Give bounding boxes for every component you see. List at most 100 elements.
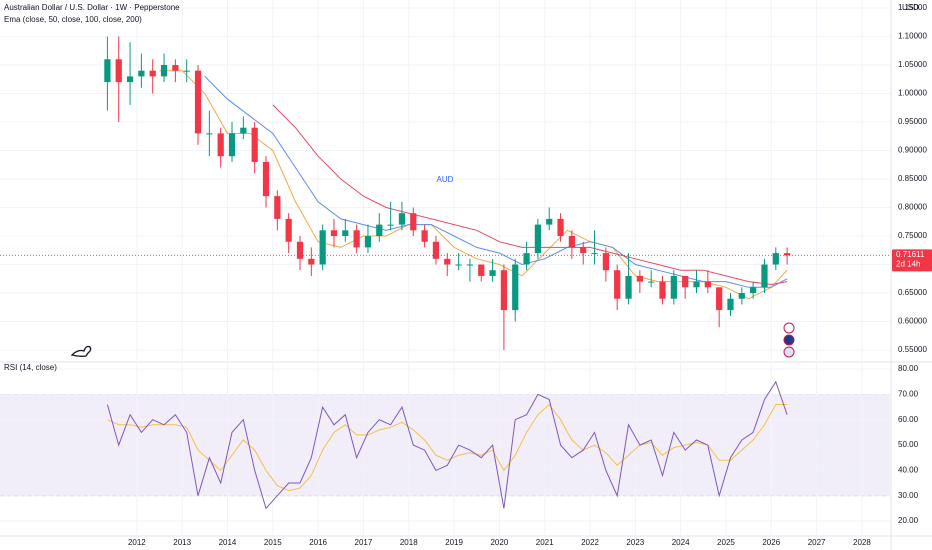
price-tag-value: 0.71611 [896, 250, 925, 259]
candle-body [251, 127, 258, 162]
candle-body [387, 224, 394, 226]
candle-body [557, 218, 564, 237]
candle-body [319, 230, 326, 265]
y-tick-label: 0.75000 [898, 231, 927, 240]
candle-body [693, 281, 700, 288]
candle-body [364, 236, 372, 248]
x-tick-label: 2027 [808, 538, 826, 547]
x-tick-label: 2017 [355, 538, 373, 547]
marks [0, 36, 890, 510]
candle-body [115, 59, 122, 83]
y-tick-label: 0.90000 [898, 146, 927, 155]
x-tick-label: 2020 [490, 538, 508, 547]
candle-body [376, 224, 383, 237]
x-tick-label: 2019 [445, 538, 463, 547]
event-icon[interactable] [783, 334, 795, 346]
candle-body [160, 64, 168, 77]
candle-body [489, 270, 496, 276]
ema-line [204, 76, 788, 288]
candle-body [410, 213, 417, 231]
candle-body [274, 196, 281, 219]
candle-body [353, 230, 360, 248]
candle-body [523, 253, 530, 265]
candle-body [455, 264, 462, 266]
y-tick-label: 0.95000 [898, 117, 927, 126]
y-tick-label: 1.15000 [898, 3, 927, 12]
candle-body [670, 275, 677, 299]
candle-body [682, 275, 689, 288]
y-tick-label: 70.00 [898, 390, 919, 399]
y-tick-label: 0.55000 [898, 345, 927, 354]
candle-body [625, 275, 632, 299]
candle-body [172, 64, 179, 71]
indicator-legend: Ema (close, 50, close, 100, close, 200) [4, 15, 142, 24]
x-tick-label: 2013 [173, 538, 191, 547]
candle-body [784, 253, 791, 256]
candle-body [194, 70, 202, 134]
candle-body [738, 293, 745, 299]
x-tick-label: 2021 [536, 538, 554, 547]
y-tick-label: 0.65000 [898, 288, 927, 297]
candle-body [217, 133, 224, 157]
event-icon[interactable] [783, 322, 795, 334]
x-tick-label: 2018 [400, 538, 418, 547]
ema-line [272, 104, 788, 286]
x-tick-label: 2026 [762, 538, 780, 547]
y-tick-label: 60.00 [898, 415, 919, 424]
candle-body [296, 241, 304, 259]
candle-body [285, 218, 292, 242]
x-tick-label: 2016 [309, 538, 327, 547]
x-tick-label: 2022 [581, 538, 599, 547]
annotation: AUD [437, 175, 454, 184]
candle-body [580, 247, 587, 254]
candle-body [183, 70, 190, 72]
price-tag [892, 249, 932, 272]
x-tick-label: 2014 [219, 538, 237, 547]
y-tick-label: 0.60000 [898, 317, 927, 326]
candle-body [546, 218, 553, 225]
candle-body [648, 281, 655, 283]
event-icon[interactable] [783, 346, 795, 358]
currency-label: USD [902, 3, 919, 12]
y-tick-label: 0.80000 [898, 203, 927, 212]
logo-icon [70, 345, 92, 357]
grid [0, 0, 890, 538]
event-icons [783, 322, 795, 358]
candle-body [704, 281, 711, 288]
y-tick-label: 50.00 [898, 440, 919, 449]
candle-body [591, 253, 598, 255]
y-tick-label: 1.10000 [898, 32, 927, 41]
y-tick-label: 1.05000 [898, 60, 927, 69]
rsi-line [107, 403, 788, 492]
candle-body [432, 241, 440, 259]
candle-body [444, 258, 451, 265]
chart-title: Australian Dollar / U.S. Dollar · 1W · P… [4, 3, 180, 12]
candle-body [568, 236, 575, 248]
y-tick-label: 80.00 [898, 364, 919, 373]
price-tag-countdown: 2d 14h [896, 259, 920, 268]
candle-body [262, 161, 270, 197]
candle-body [602, 253, 609, 271]
rsi-title: RSI (14, close) [4, 363, 57, 372]
candle-body [636, 275, 643, 282]
x-tick-label: 2025 [717, 538, 735, 547]
candle-body [750, 287, 757, 294]
y-tick-label: 40.00 [898, 465, 919, 474]
candle-body [478, 264, 485, 276]
y-tick-label: 0.85000 [898, 174, 927, 183]
logo [70, 345, 92, 357]
candle-body [421, 230, 428, 242]
candle-body [614, 270, 621, 299]
candle-body [138, 70, 145, 77]
candle-body [727, 298, 734, 311]
x-tick-label: 2012 [128, 538, 146, 547]
candle-body [240, 127, 247, 134]
candle-body [512, 264, 519, 311]
rsi-line [106, 380, 788, 510]
candle-body [149, 70, 156, 77]
candle-body [398, 213, 406, 225]
candle-body [330, 230, 338, 237]
candle-body [228, 133, 236, 157]
